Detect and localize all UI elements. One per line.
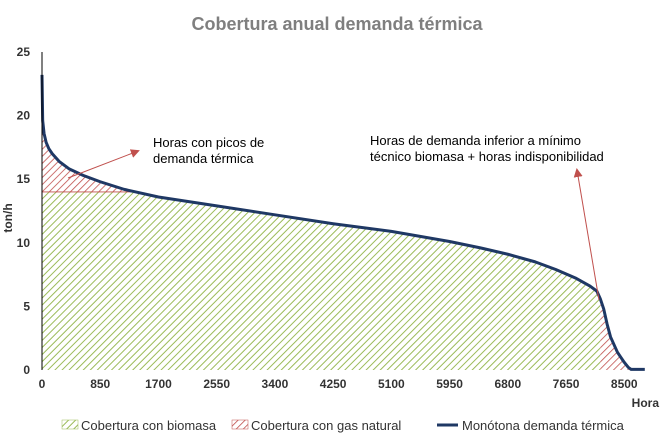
x-axis-title: Hora [632, 396, 660, 410]
annotation-peaks-line2: demanda térmica [153, 151, 254, 166]
y-tick-label: 0 [23, 363, 30, 377]
legend-swatch-gas [231, 419, 249, 430]
legend: Cobertura con biomasa Cobertura con gas … [61, 418, 625, 433]
legend-label-demand: Monótona demanda térmica [462, 418, 625, 433]
x-tick-label: 5950 [436, 377, 463, 391]
annotation-low-line2: técnico biomasa + horas indisponibilidad [370, 149, 604, 164]
y-tick-label: 15 [17, 172, 31, 186]
y-axis-ticks: 0 5 10 15 20 25 [17, 45, 31, 377]
x-tick-label: 3400 [262, 377, 289, 391]
plot-area [40, 52, 645, 371]
x-tick-label: 850 [90, 377, 110, 391]
annotation-low-line1: Horas de demanda inferior a mínimo [370, 133, 581, 148]
x-tick-label: 6800 [494, 377, 521, 391]
y-tick-label: 10 [17, 236, 31, 250]
annotation-low-demand: Horas de demanda inferior a mínimo técni… [370, 133, 604, 301]
gas-area-tail [600, 298, 645, 370]
y-tick-label: 20 [17, 109, 31, 123]
x-tick-label: 1700 [145, 377, 172, 391]
legend-label-gas: Cobertura con gas natural [251, 418, 401, 433]
demand-line [40, 74, 645, 371]
y-tick-label: 5 [23, 299, 30, 313]
y-tick-label: 25 [17, 45, 31, 59]
annotation-peaks-arrow [67, 149, 140, 179]
legend-item-gas: Cobertura con gas natural [231, 418, 401, 433]
x-tick-label: 0 [39, 377, 46, 391]
gas-area-peaks [42, 74, 136, 192]
x-tick-label: 2550 [203, 377, 230, 391]
x-tick-label: 7650 [553, 377, 580, 391]
legend-swatch-biomass [61, 419, 79, 430]
chart-title: Cobertura anual demanda térmica [191, 14, 483, 34]
annotation-peaks-line1: Horas con picos de [153, 135, 264, 150]
legend-item-demand: Monótona demanda térmica [437, 418, 625, 433]
x-tick-label: 5100 [378, 377, 405, 391]
y-axis-title: ton/h [1, 203, 15, 232]
x-axis-ticks: 0 850 1700 2550 3400 4250 5100 5950 6800 7650 8500 [39, 377, 638, 391]
x-tick-label: 4250 [320, 377, 347, 391]
biomass-area [42, 191, 601, 370]
legend-label-biomass: Cobertura con biomasa [81, 418, 217, 433]
annotation-low-arrow [573, 168, 600, 301]
annotation-peaks: Horas con picos de demanda térmica [67, 135, 264, 179]
legend-item-biomass: Cobertura con biomasa [61, 418, 217, 433]
x-tick-label: 8500 [611, 377, 638, 391]
